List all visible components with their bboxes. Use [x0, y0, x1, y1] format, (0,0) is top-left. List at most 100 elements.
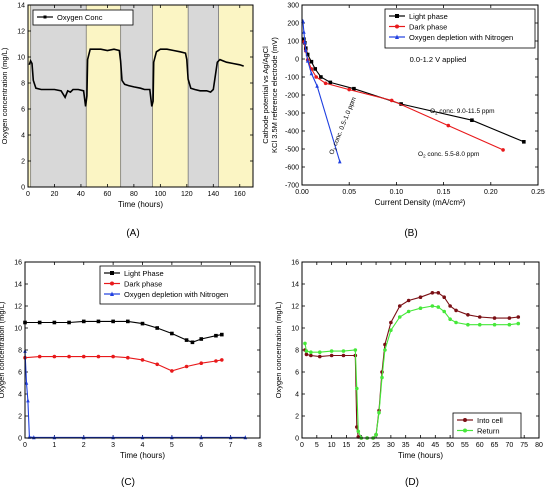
x-axis-label: Time (hours) — [398, 451, 443, 460]
legend-marker — [110, 291, 114, 296]
x-tick-label: 0.00 — [295, 189, 309, 196]
x-tick-label: 4 — [141, 442, 145, 449]
data-point — [446, 123, 451, 128]
y-tick-label: 6 — [18, 370, 22, 377]
y-tick-label: 6 — [21, 107, 25, 114]
data-point — [214, 333, 218, 338]
y-tick-label: -700 — [285, 183, 299, 190]
y-tick-label: 8 — [18, 348, 22, 355]
x-tick-label: 75 — [520, 442, 528, 449]
data-point — [507, 316, 512, 320]
y-tick-label: 2 — [18, 414, 22, 421]
data-point — [305, 52, 310, 57]
legend-marker — [463, 418, 467, 422]
x-tick-label: 2 — [82, 442, 86, 449]
data-point — [140, 321, 145, 326]
data-point — [126, 319, 130, 324]
x-tick-label: 40 — [417, 442, 425, 449]
data-point — [328, 80, 333, 85]
legend-label: Oxygen depletion with Nitrogen — [409, 33, 513, 42]
y-tick-label: -100 — [285, 75, 299, 82]
data-point — [352, 86, 356, 91]
data-point — [470, 118, 474, 122]
data-point — [190, 340, 195, 345]
x-tick-label: 0.10 — [390, 189, 404, 196]
data-point — [170, 331, 174, 336]
data-point — [304, 349, 309, 353]
x-tick-label: 0 — [23, 442, 27, 449]
annotation-nitrogen: O2 conc. 0.5-1.0 ppm — [328, 96, 358, 156]
data-point — [111, 354, 115, 359]
legend-marker — [395, 34, 399, 39]
legend-label: Light phase — [409, 12, 448, 21]
legend-label: Oxygen Conc — [57, 13, 103, 22]
plot-frame — [301, 4, 539, 186]
data-point — [96, 319, 101, 324]
legend-box — [384, 8, 536, 49]
legend-label: Return — [477, 427, 500, 436]
legend-box — [99, 265, 256, 305]
data-point — [418, 306, 423, 311]
y-tick-label: 8 — [295, 348, 299, 355]
legend-label: Light Phase — [124, 269, 164, 278]
x-tick-label: 8 — [258, 442, 262, 449]
data-point — [454, 320, 458, 325]
data-point — [436, 305, 441, 309]
data-point — [448, 317, 452, 322]
data-point — [170, 369, 174, 373]
data-point — [522, 140, 526, 144]
y-tick-label: 14 — [17, 3, 25, 10]
data-point — [220, 332, 224, 337]
panel-label-a: (A) — [126, 228, 139, 239]
data-point — [37, 354, 42, 359]
x-tick-label: 5 — [315, 442, 319, 449]
x-tick-label: 1 — [52, 442, 56, 449]
data-point — [466, 322, 470, 327]
data-point — [374, 432, 378, 437]
data-point — [96, 354, 101, 359]
panel-label-b: (B) — [404, 228, 417, 239]
data-point — [329, 349, 334, 353]
y-tick-label: 300 — [287, 3, 299, 10]
legend-box — [32, 9, 134, 26]
x-tick-label: 6 — [199, 442, 203, 449]
x-tick-label: 0.20 — [484, 189, 498, 196]
y-tick-label: 100 — [287, 39, 299, 46]
data-point — [81, 354, 86, 359]
legend-marker — [395, 14, 399, 18]
data-point — [442, 295, 447, 300]
x-tick-label: 45 — [431, 442, 439, 449]
y-tick-label: 16 — [14, 260, 22, 267]
y-tick-label: 14 — [14, 282, 22, 289]
series-line — [24, 351, 246, 438]
data-point — [466, 313, 470, 317]
y-tick-label: 0 — [21, 185, 25, 192]
data-point — [199, 361, 204, 366]
x-tick-label: 20 — [51, 191, 59, 198]
data-point — [309, 350, 313, 355]
x-tick-label: 55 — [461, 442, 469, 449]
x-axis-label: Current Density (mA/cm²) — [375, 198, 466, 207]
legend-marker — [110, 281, 114, 286]
x-tick-label: 15 — [343, 442, 351, 449]
y-tick-label: 12 — [291, 304, 299, 311]
data-point — [448, 304, 452, 308]
data-point — [389, 98, 394, 103]
data-point — [347, 87, 352, 92]
y-tick-label: 8 — [21, 81, 25, 88]
y-tick-label: 2 — [21, 159, 25, 166]
y-tick-label: 12 — [17, 29, 25, 36]
data-point — [37, 320, 42, 325]
data-point — [516, 315, 521, 319]
data-point — [501, 148, 505, 152]
x-tick-label: 50 — [446, 442, 454, 449]
data-point — [337, 159, 342, 164]
chart-0: 0 20 40 60 80 100 120 140 160 0 2 4 6 8 10 12 14 Time (ho… — [0, 3, 254, 209]
x-axis-label: Time (hours) — [120, 451, 165, 460]
data-point — [492, 316, 497, 320]
data-point — [81, 319, 86, 324]
data-point — [430, 291, 435, 295]
data-point — [309, 59, 314, 64]
